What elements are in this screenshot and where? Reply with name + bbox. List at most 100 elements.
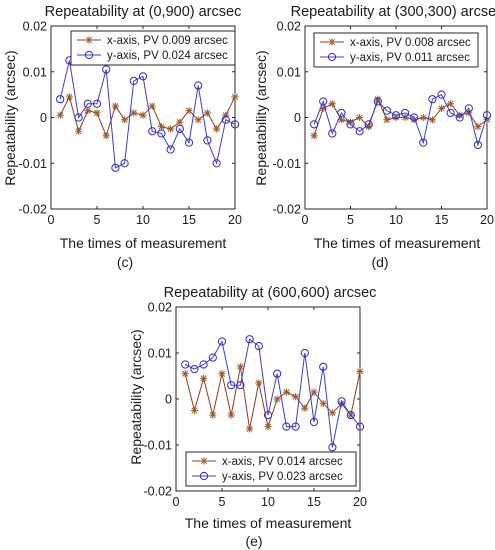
x-axis-data-point — [121, 116, 129, 124]
star-stroke — [338, 116, 345, 123]
y-axis-data-point — [102, 65, 111, 74]
y-axis-label: Repeatability (arcsec) — [2, 50, 18, 185]
y-axis-data-point — [83, 99, 92, 108]
y-axis-data-point — [138, 72, 148, 81]
x-axis-data-point — [383, 116, 391, 124]
x-axis-data-point — [356, 113, 364, 122]
plot-area: 0 5 10 15 20 -0.02 -0.01 0 0.01 0.02 x-axis, PV 0.… — [144, 301, 367, 510]
star-stroke — [218, 370, 226, 377]
y-axis-label: Repeatability (arcsec) — [128, 329, 144, 464]
x-axis-data-point — [93, 109, 101, 117]
x-axis-data-point — [75, 127, 83, 135]
legend-swatch-marker — [84, 50, 94, 60]
star-stroke — [149, 103, 156, 110]
star-stroke — [200, 375, 207, 382]
y-axis-data-point — [194, 81, 203, 90]
legend-entry: y-axis, PV 0.011 arcsec — [350, 52, 470, 64]
star-stroke — [383, 116, 390, 123]
y-axis-label: Repeatability (arcsec) — [253, 50, 269, 185]
x-axis-data-point — [203, 109, 211, 117]
x-axis-data-point — [157, 123, 165, 131]
x-axis-data-point — [148, 102, 156, 110]
y-axis-data-point — [309, 417, 319, 427]
star-stroke — [66, 93, 73, 100]
star-stroke — [182, 370, 189, 377]
y-tick-label: -0.01 — [19, 157, 48, 171]
star-stroke — [411, 116, 418, 123]
y-axis-data-point — [473, 140, 482, 150]
y-axis-data-point — [221, 115, 230, 124]
x-tick-label: 0 — [48, 213, 55, 227]
star-stroke — [356, 368, 364, 375]
panel-label: (c) — [117, 254, 133, 270]
y-axis-data-point — [208, 353, 217, 362]
x-tick-label: 0 — [302, 213, 309, 227]
star-stroke — [392, 114, 400, 121]
y-axis-series-line — [313, 93, 488, 147]
y-tick-label: 0 — [40, 111, 47, 125]
panel-label: (d) — [371, 254, 388, 270]
x-tick-label: 5 — [219, 495, 226, 509]
panel-c: Repeatability at (0,900) arcsec 0 5 10 15 20… — [2, 4, 242, 270]
y-axis-data-point — [148, 127, 157, 136]
x-axis-data-point — [292, 393, 300, 401]
x-axis-data-point — [218, 370, 226, 378]
x-axis-data-point — [255, 379, 263, 387]
y-axis-data-point — [282, 422, 291, 431]
x-axis-data-point — [130, 109, 138, 117]
star-stroke — [167, 125, 174, 132]
y-axis-data-point — [346, 120, 355, 129]
y-axis-data-point — [355, 127, 364, 136]
y-axis-data-point — [175, 124, 184, 134]
x-axis-data-point — [111, 102, 119, 110]
y-tick-label: 0 — [294, 111, 301, 125]
star-stroke — [85, 36, 93, 44]
y-tick-label: -0.02 — [19, 203, 48, 217]
x-axis-data-point — [139, 111, 147, 119]
x-tick-label: 20 — [228, 213, 242, 227]
y-axis-data-point — [184, 138, 194, 147]
star-stroke — [185, 107, 193, 114]
x-axis-data-point — [167, 125, 175, 133]
star-stroke — [438, 105, 445, 112]
panel-d: Repeatability at (300,300) arcsec 0 5 10 15… — [253, 4, 495, 270]
y-axis-series-line — [184, 338, 361, 448]
y-axis-data-point — [319, 362, 328, 371]
x-axis-data-point — [356, 367, 364, 375]
star-stroke — [420, 114, 427, 121]
x-axis-data-point — [310, 132, 318, 140]
y-axis-data-point — [92, 99, 102, 108]
y-tick-label: 0.01 — [148, 347, 172, 361]
star-stroke — [374, 96, 381, 103]
star-stroke — [158, 123, 165, 130]
chart-title: Repeatability at (600,600) arcsec — [164, 285, 377, 301]
x-axis-data-point — [209, 411, 217, 419]
panel-e: Repeatability at (600,600) arcsec 0 5 10 15… — [128, 285, 376, 549]
x-tick-label: 15 — [307, 495, 321, 509]
y-axis-data-point — [212, 159, 221, 168]
y-axis-data-point — [446, 108, 455, 118]
star-stroke — [255, 379, 262, 386]
x-axis-data-point — [236, 363, 244, 371]
y-tick-label: -0.02 — [273, 203, 302, 217]
star-stroke — [447, 100, 454, 107]
x-axis-data-point — [185, 107, 193, 115]
y-axis-data-point — [129, 76, 138, 86]
x-tick-label: 5 — [94, 213, 101, 227]
y-axis-data-point — [300, 348, 309, 358]
x-axis-data-point — [231, 93, 239, 101]
legend-entry: y-axis, PV 0.023 arcsec — [222, 471, 343, 483]
y-tick-label: -0.01 — [273, 157, 302, 171]
star-stroke — [237, 363, 244, 370]
y-axis-data-point — [419, 138, 428, 147]
star-stroke — [329, 409, 336, 416]
y-axis-data-point — [120, 159, 129, 168]
y-tick-label: 0 — [165, 393, 172, 407]
x-tick-label: 15 — [182, 213, 196, 227]
star-stroke — [283, 389, 290, 396]
y-axis-data-point — [319, 97, 328, 106]
star-stroke — [347, 119, 354, 126]
y-axis-data-point — [157, 129, 166, 138]
y-axis-data-point — [373, 97, 382, 106]
